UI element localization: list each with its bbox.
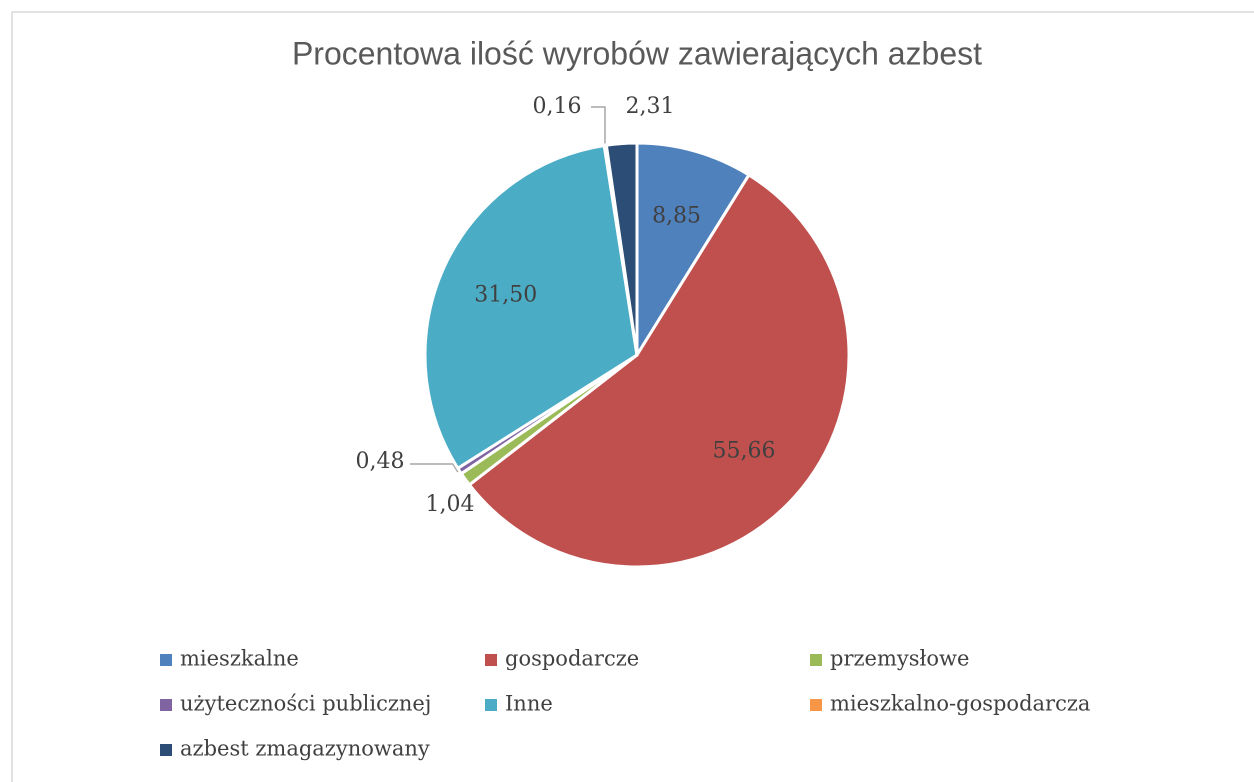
legend-swatch xyxy=(160,699,172,711)
legend-swatch xyxy=(810,654,822,666)
data-label: 31,50 xyxy=(474,282,537,307)
legend-label: Inne xyxy=(505,692,553,716)
legend-label: przemysłowe xyxy=(830,647,969,671)
legend-swatch xyxy=(485,699,497,711)
legend-swatch xyxy=(160,654,172,666)
chart-title: Procentowa ilość wyrobów zawierających a… xyxy=(292,35,982,71)
data-label: 2,31 xyxy=(626,94,675,119)
legend-swatch xyxy=(485,654,497,666)
legend-label: mieszkalno-gospodarcza xyxy=(830,692,1090,716)
legend-label: gospodarcze xyxy=(505,647,639,671)
pie-slice xyxy=(423,143,639,471)
data-label: 0,48 xyxy=(356,449,405,474)
pie-slice xyxy=(604,141,639,356)
legend-swatch xyxy=(810,699,822,711)
legend-label: azbest zmagazynowany xyxy=(180,737,430,761)
legend-swatch xyxy=(160,744,172,756)
leader-line xyxy=(410,463,459,473)
leader-line xyxy=(591,106,606,144)
data-label: 8,85 xyxy=(652,203,701,228)
pie-slice xyxy=(635,141,751,361)
data-label: 55,66 xyxy=(713,439,776,464)
data-label: 1,04 xyxy=(426,492,475,517)
legend-label: użyteczności publicznej xyxy=(180,692,431,716)
legend-label: mieszkalne xyxy=(180,647,299,671)
pie-slice xyxy=(467,172,851,569)
data-label: 0,16 xyxy=(533,94,582,119)
